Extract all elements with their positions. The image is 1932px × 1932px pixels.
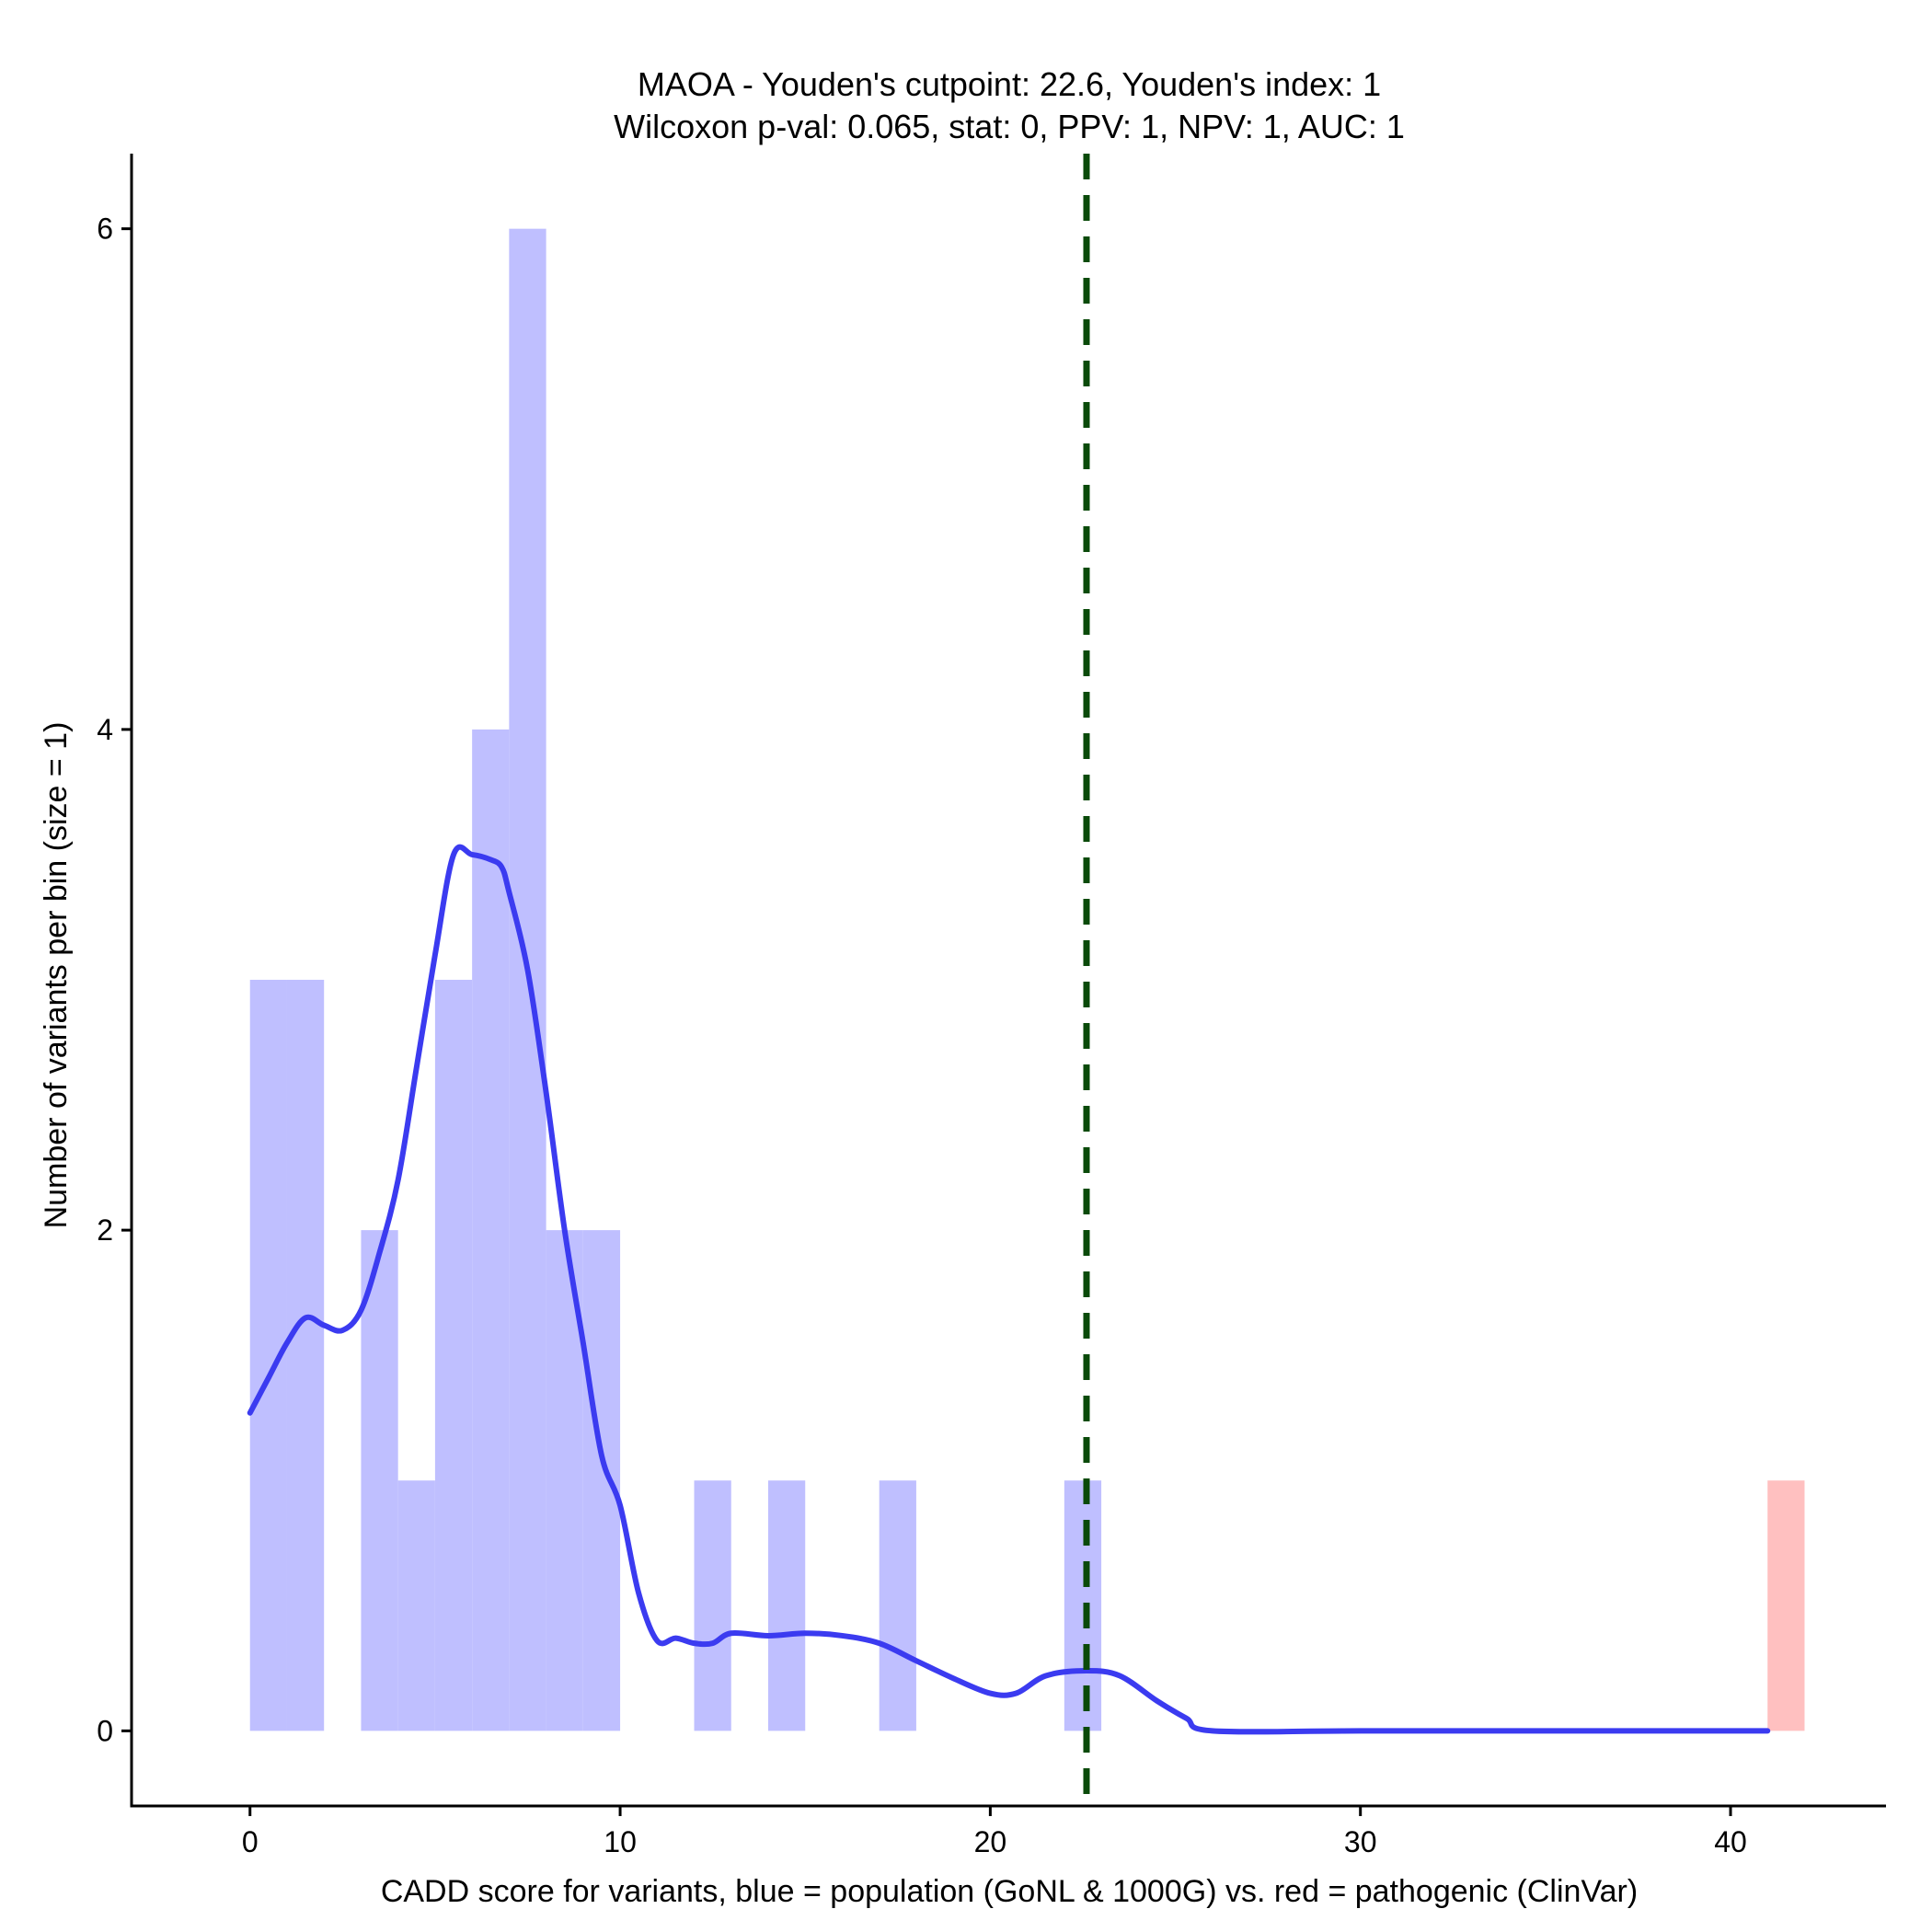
bars-layer xyxy=(249,228,1805,1731)
population-bar xyxy=(1064,1480,1102,1731)
pathogenic-bar xyxy=(1767,1480,1805,1731)
y-tick-label: 4 xyxy=(97,713,113,746)
axes-layer: 0 10 20 30 40 0 2 4 6 xyxy=(97,154,1886,1858)
y-tick-label: 0 xyxy=(97,1714,113,1747)
x-tick-label: 0 xyxy=(242,1825,259,1858)
x-tick-label: 40 xyxy=(1714,1825,1747,1858)
density-curve-layer xyxy=(247,844,1771,1735)
population-bar xyxy=(694,1480,731,1731)
population-bar xyxy=(767,1480,806,1731)
x-tick-label: 30 xyxy=(1344,1825,1377,1858)
population-bar xyxy=(434,980,473,1731)
density-curve xyxy=(247,844,1771,1735)
population-bar xyxy=(361,1230,398,1731)
y-axis-label: Number of variants per bin (size = 1) xyxy=(39,722,74,1229)
population-bar xyxy=(397,1480,435,1731)
y-tick-label: 2 xyxy=(97,1213,113,1247)
y-tick-label: 6 xyxy=(97,213,113,246)
chart-subtitle: Wilcoxon p-val: 0.065, stat: 0, PPV: 1, … xyxy=(614,108,1405,145)
population-bar xyxy=(472,729,510,1731)
chart-title: MAOA - Youden's cutpoint: 22.6, Youden's… xyxy=(638,65,1381,103)
population-bar xyxy=(879,1480,916,1731)
x-tick-label: 10 xyxy=(604,1825,637,1858)
x-axis-label: CADD score for variants, blue = populati… xyxy=(381,1874,1638,1909)
population-bar xyxy=(286,980,325,1731)
x-tick-label: 20 xyxy=(974,1825,1007,1858)
population-bar xyxy=(582,1230,621,1731)
